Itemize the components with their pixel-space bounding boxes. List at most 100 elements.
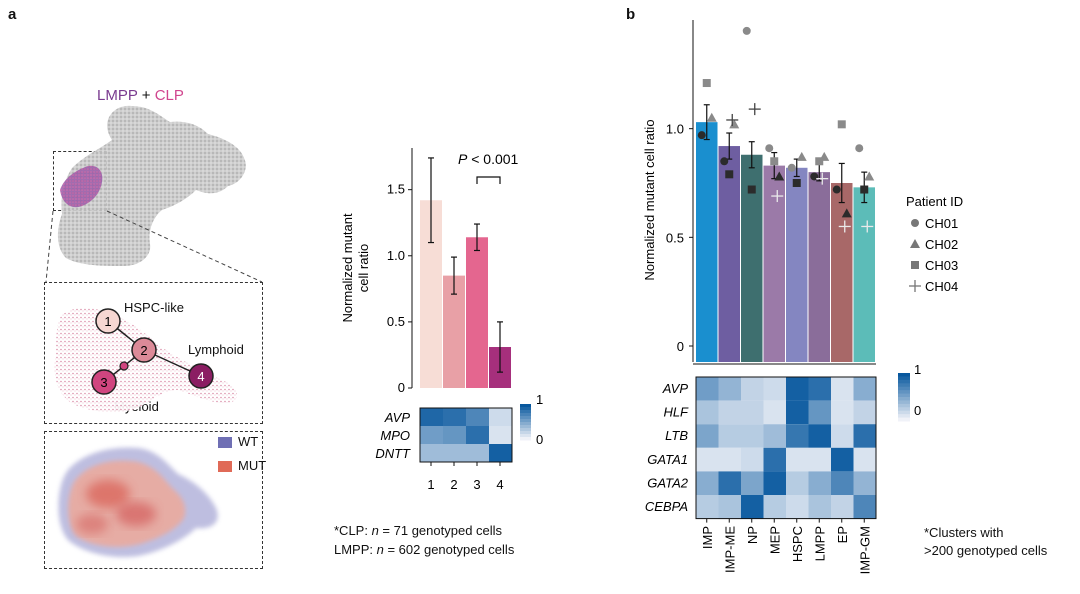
panel-a-bar-chart: 0 0.5 1.0 1.5 Normalized mutantcell ratio P <… <box>340 148 543 492</box>
heatmap-b-cell <box>853 400 876 425</box>
heatmap-b-cell <box>808 424 831 448</box>
x-tick-label-a: 2 <box>450 477 457 492</box>
density-box <box>44 431 263 569</box>
zoom-line-left <box>45 210 54 283</box>
colorbar-b-segment <box>898 373 910 377</box>
patient-legend-title: Patient ID <box>906 194 963 209</box>
heatmap-a-cell <box>466 408 489 426</box>
patient-point-ch03 <box>792 179 801 187</box>
heatmap-b-border <box>695 376 877 520</box>
x-tick-label-a: 3 <box>473 477 480 492</box>
patient-point-ch01 <box>911 219 919 227</box>
patient-point-ch02 <box>796 151 807 161</box>
heatmap-a-cell <box>466 426 489 444</box>
colorbar-b-segment <box>898 386 910 391</box>
heatmap-a-cell <box>466 444 489 462</box>
y-axis-label-b: Normalized mutant cell ratio <box>642 119 657 280</box>
gene-label-b: GATA1 <box>647 452 688 467</box>
y-tick-label-a: 1.5 <box>387 182 405 197</box>
node-3-label: 3 <box>100 375 107 390</box>
heatmap-b-cell <box>763 377 786 401</box>
heatmap-b-cell <box>808 377 831 401</box>
heatmap-a-cell <box>443 426 466 444</box>
patient-point-ch01 <box>832 185 841 194</box>
node-4: 4 <box>188 363 214 389</box>
density-plot <box>58 447 218 558</box>
patient-point-ch02 <box>841 208 852 218</box>
bar-a-2 <box>443 275 465 388</box>
patient-point-ch03 <box>702 79 711 88</box>
gene-label-b: AVP <box>662 381 689 396</box>
patient-point-ch03 <box>911 261 919 269</box>
p-value-annotation: P < 0.001 <box>458 151 519 167</box>
heatmap-b-cell <box>786 377 809 401</box>
colorbar-a-segment <box>520 413 531 417</box>
heatmap-b-cell <box>696 377 719 401</box>
colorbar-a-segment <box>520 437 531 441</box>
colorbar-b-segment <box>898 410 910 415</box>
heatmap-b-cell <box>763 495 786 519</box>
x-tick-label-b: IMP <box>700 526 715 549</box>
y-tick-label-a: 1.0 <box>387 248 405 263</box>
panel-b-bar-chart: 0 0.5 1.0 Normalized mutant cell ratio Patie… <box>642 20 963 574</box>
patient-legend-label: CH02 <box>925 237 958 252</box>
heatmap-b-cell <box>831 471 854 495</box>
note-clp: *CLP: n = 71 genotyped cells <box>334 523 503 538</box>
heatmap-b-cell <box>718 447 741 472</box>
heatmap-b-cell <box>853 447 876 472</box>
heatmap-b-cell <box>831 447 854 472</box>
gene-label-a: DNTT <box>375 446 411 461</box>
x-tick-label-b: HSPC <box>790 526 805 562</box>
node-3: 3 <box>91 369 117 395</box>
colorbar-a-segment <box>520 416 531 420</box>
colorbar-b-max: 1 <box>914 362 921 377</box>
patient-point-ch02 <box>864 171 875 181</box>
umap-cell-cloud <box>57 105 246 266</box>
gene-label-b: GATA2 <box>647 475 688 490</box>
heatmap-b-cell <box>831 424 854 448</box>
heatmap-b-cell <box>718 495 741 519</box>
colorbar-a-segment <box>520 422 531 426</box>
x-tick-label-b: IMP-GM <box>857 526 872 574</box>
heatmap-a-cell <box>420 426 443 444</box>
colorbar-b-segment <box>898 397 910 401</box>
trajectory-box <box>44 282 263 424</box>
patient-point-ch03 <box>747 185 756 194</box>
p-value-text: < 0.001 <box>467 151 518 167</box>
heatmap-b-cell <box>718 400 741 425</box>
x-tick-label-b: EP <box>835 526 850 543</box>
patient-point-ch03 <box>815 157 824 166</box>
colorbar-b-segment <box>898 417 910 422</box>
significance-bracket <box>476 176 501 184</box>
patient-point-ch01 <box>720 157 729 166</box>
colorbar-a-segment <box>520 425 531 429</box>
heatmap-b-cell <box>831 400 854 425</box>
bar-b-HSPC <box>786 167 808 362</box>
x-tick-label-b: IMP-ME <box>722 526 737 573</box>
node-4-label: 4 <box>197 369 204 384</box>
heatmap-a-cell <box>443 444 466 462</box>
node-2: 2 <box>131 337 157 363</box>
patient-point-ch03 <box>860 185 869 194</box>
heatmap-b-cell <box>831 495 854 519</box>
y-tick-label-a: 0 <box>398 380 405 395</box>
heatmap-b-cell <box>741 400 764 425</box>
x-tick-label-b: NP <box>745 526 760 544</box>
heatmap-b-cell <box>786 447 809 472</box>
branch-point <box>119 361 129 371</box>
panel-a-letter: a <box>8 6 17 23</box>
heatmap-b-cell <box>853 424 876 448</box>
bar-b-EP <box>831 183 853 362</box>
node-1-label: 1 <box>104 314 111 329</box>
node-3-circle <box>91 369 117 395</box>
heatmap-b-cell <box>853 495 876 519</box>
x-tick-label-a: 1 <box>427 477 434 492</box>
y-tick-label-b: 1.0 <box>666 122 684 137</box>
patient-point-ch01 <box>855 144 864 153</box>
patient-point-ch02 <box>910 239 920 248</box>
heatmap-b-cell <box>718 424 741 448</box>
gene-label-b: HLF <box>663 405 689 420</box>
patient-point-ch02 <box>774 171 785 181</box>
lmpp-label: LMPP <box>97 87 138 104</box>
